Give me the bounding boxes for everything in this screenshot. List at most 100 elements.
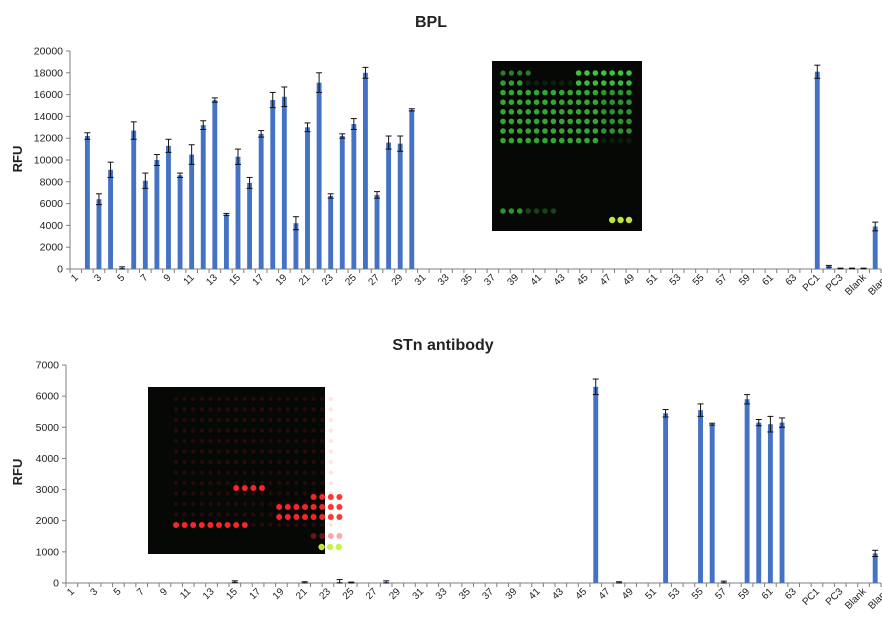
bpl-inset-spot: [593, 138, 599, 144]
bpl-inset-spot: [542, 90, 548, 96]
bpl-inset-spot: [576, 80, 582, 86]
stn-inset-spot: [294, 470, 298, 474]
bpl-inset-spot: [626, 128, 632, 134]
stn-inset-spot: [268, 512, 272, 516]
stn-x-tick-label: 11: [178, 586, 193, 601]
stn-x-tick-label: 33: [434, 586, 450, 602]
bpl-x-tick-label: 19: [274, 272, 290, 288]
bpl-x-tick-label: 7: [139, 272, 151, 284]
stn-inset-spot: [208, 470, 212, 474]
stn-inset-spot: [200, 502, 204, 506]
bpl-inset-spot: [609, 109, 615, 115]
bpl-inset-spot: [551, 138, 557, 144]
stn-inset-spot: [311, 407, 315, 411]
stn-inset-spot: [311, 428, 315, 432]
stn-inset-spot: [268, 460, 272, 464]
stn-inset-spot: [191, 407, 195, 411]
stn-inset-spot: [217, 428, 221, 432]
bpl-inset-spot: [584, 99, 590, 105]
stn-inset-spot: [294, 397, 298, 401]
stn-inset-spot: [336, 494, 342, 500]
bpl-bar: [317, 83, 322, 269]
stn-inset-spot: [336, 504, 342, 510]
stn-inset-spot: [311, 460, 315, 464]
stn-x-tick-label: 9: [158, 586, 170, 598]
stn-inset-spot: [277, 460, 281, 464]
stn-inset-spot: [336, 544, 342, 550]
bpl-inset-spot: [609, 128, 615, 134]
bpl-bar: [154, 160, 159, 269]
stn-bar: [780, 423, 785, 583]
stn-inset-spot: [286, 439, 290, 443]
stn-chart: STn antibody RFU 01000200030004000500060…: [10, 337, 882, 612]
stn-inset-spot: [277, 470, 281, 474]
stn-inset-spot: [251, 502, 255, 506]
bpl-x-tick-label: 15: [227, 272, 243, 288]
stn-inset-spot: [182, 439, 186, 443]
stn-inset-spot: [208, 512, 212, 516]
stn-inset-spot: [329, 418, 333, 422]
stn-inset-spot: [243, 502, 247, 506]
bpl-inset-spot: [601, 70, 607, 76]
stn-inset-spot: [260, 428, 264, 432]
stn-x-tick-label: 31: [411, 586, 427, 602]
stn-inset-spot: [243, 512, 247, 516]
bpl-bar: [815, 72, 820, 269]
stn-inset-spot: [268, 428, 272, 432]
stn-inset-spot: [286, 428, 290, 432]
stn-inset-spot: [251, 418, 255, 422]
stn-inset-spot: [208, 418, 212, 422]
stn-inset-spot: [234, 428, 238, 432]
bpl-inset-spot: [593, 80, 599, 86]
stn-inset-spot: [329, 470, 333, 474]
bpl-x-tick-label: 31: [413, 272, 429, 288]
stn-inset-spot: [225, 481, 229, 485]
bpl-bar: [131, 131, 136, 269]
bpl-bar: [873, 226, 878, 269]
bpl-inset-spot: [559, 109, 565, 115]
bpl-y-tick-label: 8000: [40, 176, 64, 188]
bpl-inset-spot: [500, 138, 506, 144]
bpl-inset-spot: [517, 80, 523, 86]
stn-inset-spot: [251, 512, 255, 516]
stn-inset-spot: [225, 470, 229, 474]
bpl-inset-spot: [509, 70, 514, 75]
stn-inset-spot: [303, 439, 307, 443]
stn-inset-spot: [327, 544, 333, 550]
stn-inset-spot: [320, 407, 324, 411]
stn-inset-spot: [329, 407, 333, 411]
stn-inset-spot: [217, 491, 221, 495]
stn-inset-spot: [259, 485, 265, 491]
stn-inset-spot: [311, 533, 317, 539]
stn-inset-spot: [260, 502, 264, 506]
stn-inset-spot: [225, 439, 229, 443]
bpl-inset-spot: [601, 80, 607, 86]
bpl-y-tick-label: 10000: [34, 155, 63, 167]
bpl-inset-spot: [509, 80, 515, 86]
bpl-inset-spot: [509, 90, 515, 96]
stn-inset-spot: [329, 439, 333, 443]
bpl-bar: [386, 143, 391, 269]
bpl-inset-spot: [567, 109, 573, 115]
stn-inset-spot: [286, 491, 290, 495]
bpl-inset-spot: [559, 90, 565, 96]
bpl-inset-spot: [525, 138, 531, 144]
stn-x-tick-label: PC1: [801, 586, 823, 608]
bpl-y-tick-label: 0: [57, 264, 63, 276]
bpl-x-tick-label: 27: [366, 272, 382, 288]
bpl-inset-spot: [500, 128, 506, 134]
stn-x-tick-label: 45: [574, 586, 590, 602]
stn-inset-spot: [329, 481, 333, 485]
bpl-inset-spot: [525, 80, 531, 86]
stn-inset-spot: [174, 502, 178, 506]
bpl-bar: [212, 100, 217, 269]
stn-inset-spot: [208, 428, 212, 432]
stn-inset-spot: [191, 418, 195, 422]
stn-inset-spot: [208, 449, 212, 453]
stn-inset-spot: [233, 485, 239, 491]
bpl-bar: [363, 73, 368, 269]
bpl-bar: [178, 175, 183, 269]
bpl-y-tick-label: 16000: [34, 89, 63, 101]
stn-inset-spot: [200, 491, 204, 495]
